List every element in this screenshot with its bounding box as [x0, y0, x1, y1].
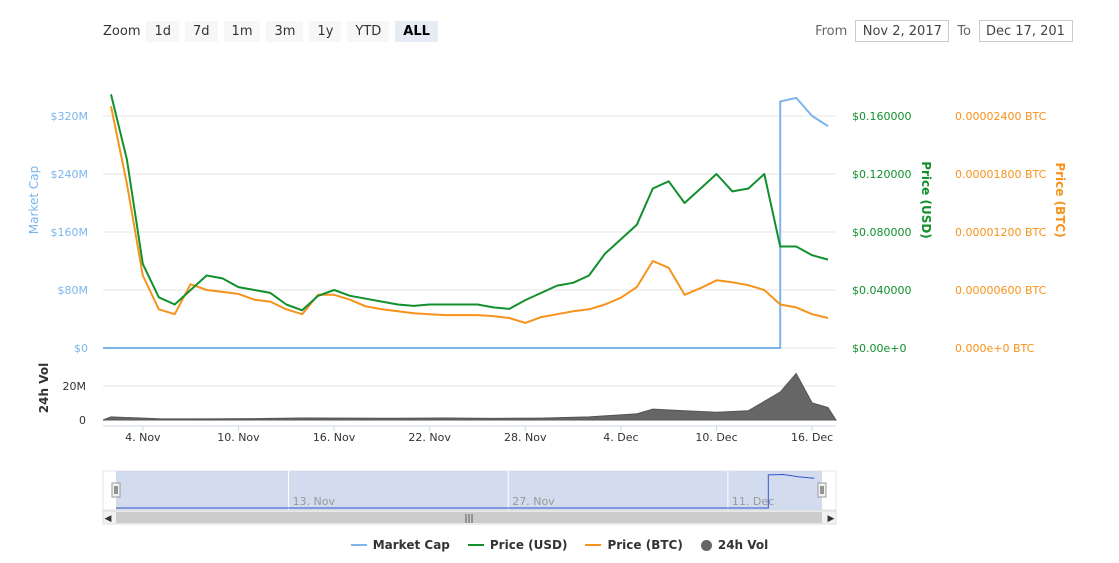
- y-tick-market-cap: $240M: [51, 168, 89, 181]
- navigator-tick-label: 27. Nov: [512, 495, 555, 508]
- legend-item-price-btc[interactable]: Price (BTC): [585, 538, 683, 552]
- y-tick-price-btc: 0.00001200 BTC: [955, 226, 1047, 239]
- scroll-left-arrow-icon[interactable]: ◀: [105, 514, 112, 524]
- x-tick-label: 16. Dec: [791, 431, 833, 444]
- y-tick-price-btc: 0.000e+0 BTC: [955, 342, 1035, 355]
- legend-label-price-btc: Price (BTC): [607, 538, 683, 552]
- y-tick-price-btc: 0.00001800 BTC: [955, 168, 1047, 181]
- y-tick-price-usd: $0.040000: [852, 284, 912, 297]
- x-tick-label: 4. Dec: [603, 431, 638, 444]
- zoom-label: Zoom: [103, 23, 141, 39]
- y-tick-price-btc: 0.00002400 BTC: [955, 110, 1047, 123]
- y-tick-price-usd: $0.120000: [852, 168, 912, 181]
- legend-swatch-volume: [700, 539, 712, 551]
- navigator-handle-right[interactable]: [817, 482, 827, 498]
- y-tick-price-btc: 0.00000600 BTC: [955, 284, 1047, 297]
- navigator-tick-label: 13. Nov: [293, 495, 336, 508]
- y-tick-price-usd: $0.160000: [852, 110, 912, 123]
- y-tick-market-cap: $80M: [58, 284, 89, 297]
- y-tick-volume: 0: [79, 414, 86, 427]
- y-axis-title-market-cap: Market Cap: [27, 166, 41, 234]
- navigator-selection: [116, 471, 822, 510]
- y-tick-price-usd: $0.080000: [852, 226, 912, 239]
- from-date-input[interactable]: [855, 20, 950, 42]
- zoom-all-button[interactable]: ALL: [395, 20, 438, 42]
- zoom-ytd-button[interactable]: YTD: [347, 20, 390, 42]
- series-market-cap: [103, 96, 829, 349]
- zoom-1d-button[interactable]: 1d: [146, 20, 180, 42]
- legend-item-volume[interactable]: 24h Vol: [700, 538, 769, 552]
- y-axis-title-price-btc: Price (BTC): [1053, 162, 1067, 237]
- scrollbar-thumb[interactable]: [116, 512, 822, 523]
- scrollbar-grip-icon: |||: [464, 514, 473, 524]
- to-label: To: [957, 23, 971, 39]
- zoom-bar: Zoom 1d 7d 1m 3m 1y YTD ALL: [103, 20, 444, 42]
- navigator-tick-label: 11. Dec: [732, 495, 774, 508]
- series-price-usd: [110, 94, 829, 312]
- y-tick-market-cap: $0: [74, 342, 88, 355]
- navigator-series: [116, 473, 815, 509]
- from-label: From: [815, 23, 848, 39]
- zoom-7d-button[interactable]: 7d: [185, 20, 218, 42]
- to-date-input[interactable]: [979, 20, 1073, 42]
- legend-label-volume: 24h Vol: [717, 538, 769, 552]
- legend-swatch-price-usd: [467, 544, 484, 546]
- zoom-1m-button[interactable]: 1m: [223, 20, 261, 42]
- legend-swatch-price-btc: [585, 544, 602, 546]
- date-range-selector: From To: [807, 20, 1073, 42]
- y-axis-title-volume: 24h Vol: [37, 363, 51, 413]
- scroll-right-arrow-icon[interactable]: ▶: [828, 514, 835, 524]
- y-tick-market-cap: $320M: [51, 110, 89, 123]
- zoom-1y-button[interactable]: 1y: [309, 20, 342, 42]
- y-axis-title-price-usd: Price (USD): [919, 161, 933, 239]
- y-tick-price-usd: $0.00e+0: [852, 342, 906, 355]
- x-tick-label: 28. Nov: [504, 431, 547, 444]
- series-price-btc: [110, 106, 829, 324]
- legend-swatch-market-cap: [350, 544, 367, 546]
- legend-label-market-cap: Market Cap: [372, 538, 450, 552]
- zoom-3m-button[interactable]: 3m: [266, 20, 304, 42]
- x-tick-label: 16. Nov: [313, 431, 356, 444]
- series-volume: [102, 372, 837, 421]
- legend-item-market-cap[interactable]: Market Cap: [350, 538, 450, 552]
- x-tick-label: 10. Dec: [695, 431, 737, 444]
- chart-legend: Market Cap Price (USD) Price (BTC) 24h V…: [0, 538, 1119, 552]
- x-tick-label: 10. Nov: [217, 431, 260, 444]
- legend-label-price-usd: Price (USD): [489, 538, 568, 552]
- navigator-handle-left[interactable]: [111, 482, 121, 498]
- x-tick-label: 4. Nov: [125, 431, 161, 444]
- y-tick-volume: 20M: [63, 380, 87, 393]
- x-tick-label: 22. Nov: [408, 431, 451, 444]
- legend-item-price-usd[interactable]: Price (USD): [467, 538, 568, 552]
- y-tick-market-cap: $160M: [51, 226, 89, 239]
